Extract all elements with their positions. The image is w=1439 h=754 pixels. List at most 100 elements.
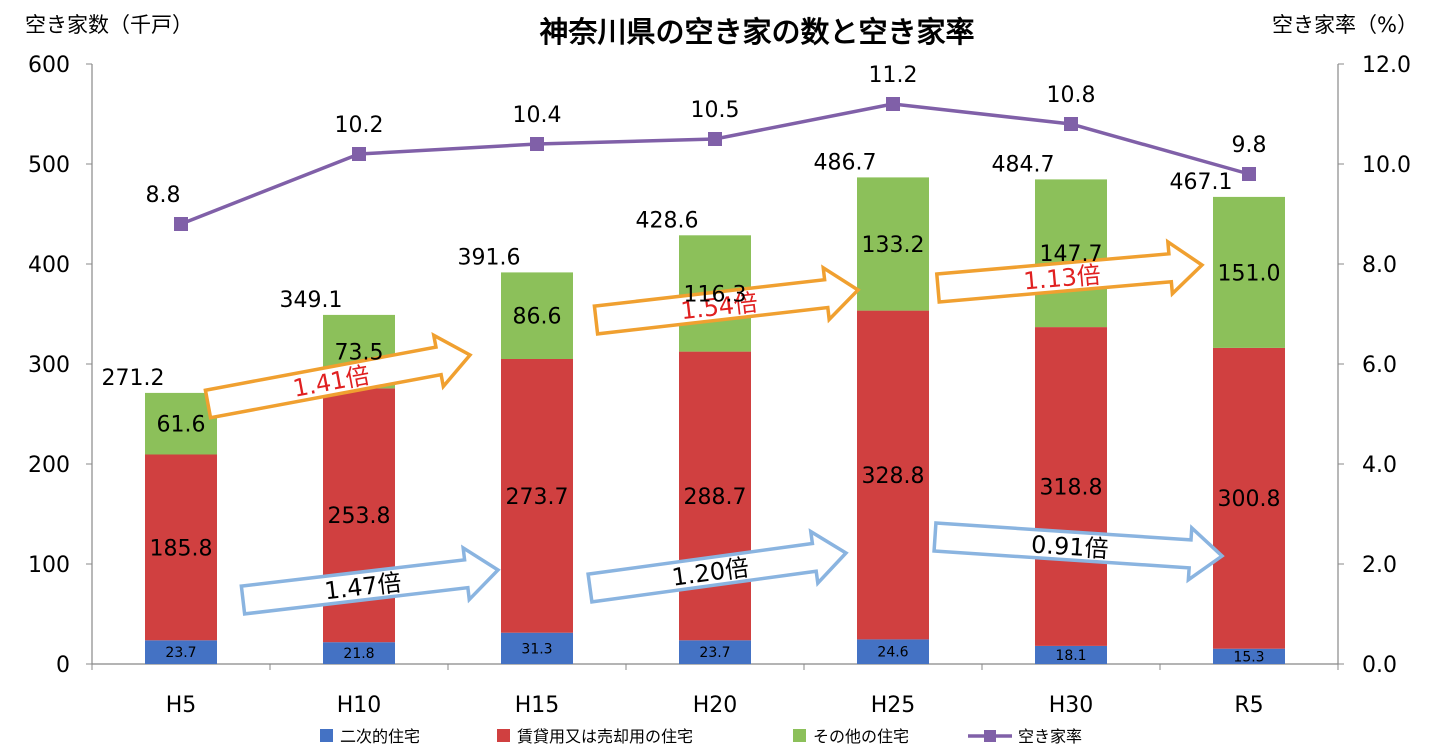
bar-total-label: 484.7 bbox=[992, 152, 1055, 177]
bar-value-label: 318.8 bbox=[1040, 475, 1103, 500]
y-left-tick-label: 600 bbox=[28, 53, 70, 78]
bar-segment bbox=[145, 454, 217, 641]
bar-segment bbox=[1035, 327, 1107, 646]
legend-label: 賃貸用又は売却用の住宅 bbox=[517, 727, 693, 746]
bar-value-label: 328.8 bbox=[862, 464, 925, 489]
rate-point bbox=[1064, 117, 1078, 131]
legend-label: その他の住宅 bbox=[813, 727, 909, 746]
bar-value-label: 23.7 bbox=[165, 645, 196, 661]
rate-value-label: 9.8 bbox=[1232, 133, 1267, 158]
x-tick-label: H5 bbox=[166, 693, 197, 718]
bar-value-label: 31.3 bbox=[521, 641, 552, 657]
rate-point bbox=[352, 147, 366, 161]
bar-segment bbox=[679, 351, 751, 641]
growth-arrow-shape bbox=[592, 264, 861, 336]
y-right-tick-label: 2.0 bbox=[1362, 553, 1397, 578]
growth-arrow-shape bbox=[203, 332, 473, 420]
y-left-tick-label: 100 bbox=[28, 553, 70, 578]
y-left-tick-label: 300 bbox=[28, 353, 70, 378]
legend-swatch bbox=[497, 729, 510, 742]
bar-value-label: 253.8 bbox=[328, 504, 391, 529]
bar-segment bbox=[679, 640, 751, 664]
bar-segment bbox=[1213, 648, 1285, 664]
rate-point bbox=[530, 137, 544, 151]
rate-point bbox=[1242, 167, 1256, 181]
bar-value-label: 300.8 bbox=[1218, 487, 1281, 512]
bar-segment bbox=[323, 642, 395, 664]
bar-value-label: 23.7 bbox=[699, 645, 730, 661]
bar-total-label: 271.2 bbox=[102, 366, 165, 391]
x-tick-label: H25 bbox=[871, 693, 916, 718]
x-tick-label: H20 bbox=[693, 693, 738, 718]
bar-segment bbox=[501, 632, 573, 664]
bar-value-label: 24.6 bbox=[877, 645, 908, 661]
bar-segment bbox=[145, 392, 217, 455]
legend-swatch bbox=[320, 729, 333, 742]
x-tick-label: H15 bbox=[515, 693, 560, 718]
y-right-tick-label: 6.0 bbox=[1362, 353, 1397, 378]
bar-value-label: 73.5 bbox=[335, 341, 384, 366]
y-left-tick-label: 200 bbox=[28, 453, 70, 478]
bar-total-label: 428.6 bbox=[636, 208, 699, 233]
bar-segment bbox=[857, 177, 929, 311]
bar-segment bbox=[1035, 179, 1107, 328]
x-tick-label: R5 bbox=[1234, 693, 1263, 718]
y-right-tick-label: 8.0 bbox=[1362, 253, 1397, 278]
legend: 二次的住宅 賃貸用又は売却用の住宅 その他の住宅 空き家率 bbox=[320, 727, 1082, 746]
x-tick-label: H10 bbox=[337, 693, 382, 718]
data-labels: 23.7 185.8 61.6 271.2 21.8 253.8 73.5 349.1 31.3… bbox=[102, 63, 1281, 665]
bar-segment bbox=[1213, 347, 1285, 649]
legend-label: 二次的住宅 bbox=[340, 727, 420, 746]
bar-total-label: 391.6 bbox=[458, 245, 521, 270]
y-left-tick-label: 400 bbox=[28, 253, 70, 278]
bar-segment bbox=[1035, 645, 1107, 664]
bar-value-label: 18.1 bbox=[1055, 648, 1086, 664]
bar-total-label: 486.7 bbox=[814, 150, 877, 175]
bar-value-label: 273.7 bbox=[506, 485, 569, 510]
y-right-tick-label: 10.0 bbox=[1362, 153, 1411, 178]
rate-value-label: 10.2 bbox=[335, 113, 384, 138]
rate-value-label: 11.2 bbox=[869, 63, 918, 88]
growth-arrow-shape bbox=[239, 544, 501, 616]
growth-ratio-label: 0.91倍 bbox=[1030, 530, 1109, 563]
bars bbox=[145, 177, 1285, 664]
bar-value-label: 61.6 bbox=[157, 413, 206, 438]
y-left-tick-label: 500 bbox=[28, 153, 70, 178]
legend-swatch bbox=[793, 729, 806, 742]
legend-marker bbox=[984, 730, 996, 742]
growth-arrow-shape bbox=[586, 528, 849, 604]
bar-segment bbox=[145, 640, 217, 664]
bar-value-label: 15.3 bbox=[1233, 649, 1264, 665]
rate-point bbox=[886, 97, 900, 111]
rate-value-label: 10.8 bbox=[1047, 83, 1096, 108]
bar-value-label: 288.7 bbox=[684, 485, 747, 510]
bar-value-label: 116.3 bbox=[684, 282, 747, 307]
rate-point bbox=[174, 217, 188, 231]
bar-value-label: 147.7 bbox=[1040, 242, 1103, 267]
rate-point bbox=[708, 132, 722, 146]
bar-total-label: 467.1 bbox=[1170, 170, 1233, 195]
rate-value-label: 10.4 bbox=[513, 103, 562, 128]
growth-arrow-shape bbox=[932, 521, 1225, 584]
bar-value-label: 133.2 bbox=[862, 233, 925, 258]
growth-arrow: 1.47倍 bbox=[239, 544, 501, 616]
bar-segment bbox=[1213, 196, 1285, 348]
bar-value-label: 86.6 bbox=[513, 305, 562, 330]
y-right-label: 空き家率（%） bbox=[1272, 13, 1418, 37]
chart-title: 神奈川県の空き家の数と空き家率 bbox=[539, 15, 974, 49]
y-right-tick-label: 4.0 bbox=[1362, 453, 1397, 478]
bar-value-label: 185.8 bbox=[150, 536, 213, 561]
rate-value-label: 10.5 bbox=[691, 98, 740, 123]
bar-segment bbox=[501, 272, 573, 359]
growth-arrow: 0.91倍 bbox=[932, 521, 1225, 584]
vacancy-rate-line bbox=[174, 97, 1256, 231]
legend-label: 空き家率 bbox=[1018, 727, 1082, 746]
growth-arrow: 1.13倍 bbox=[934, 238, 1205, 304]
bar-segment bbox=[857, 639, 929, 664]
bar-value-label: 21.8 bbox=[343, 646, 374, 662]
y-left-label: 空き家数（千戸） bbox=[25, 13, 193, 37]
x-tick-label: H30 bbox=[1049, 693, 1094, 718]
growth-arrow-shape bbox=[934, 238, 1205, 304]
